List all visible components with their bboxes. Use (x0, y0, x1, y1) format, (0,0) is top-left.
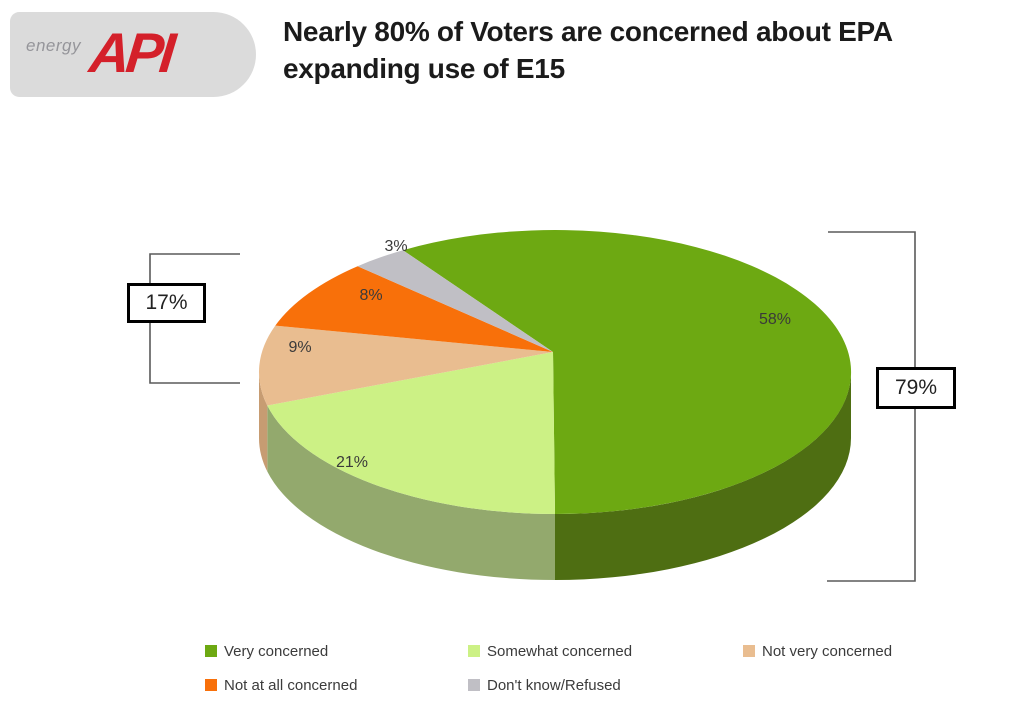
pie-side-2 (258, 372, 268, 472)
slice-label-1: 21% (335, 454, 369, 471)
pie-slice-4 (357, 250, 553, 352)
pie-slice-2 (258, 325, 553, 406)
logo-energy-text: energy (26, 36, 81, 55)
legend-item-1: Somewhat concerned (468, 641, 632, 661)
legend-label-3: Not at all concerned (224, 676, 358, 694)
callout-not-concerned-total: 17% (127, 283, 206, 323)
slice-label-2: 9% (288, 339, 312, 356)
pie-side-0 (555, 372, 851, 580)
api-energy-logo: energy API (10, 12, 256, 97)
legend-label-0: Very concerned (224, 642, 329, 660)
pie-slice-1 (267, 352, 555, 515)
slide-title-line2: expanding use of E15 (283, 53, 565, 84)
legend-item-0: Very concerned (205, 641, 328, 661)
legend-swatch-0 (205, 645, 217, 657)
legend-label-1: Somewhat concerned (487, 642, 633, 660)
legend-swatch-4 (468, 679, 480, 691)
legend-swatch-1 (468, 645, 480, 657)
legend-swatch-2 (743, 645, 755, 657)
pie-slice-3 (275, 266, 553, 352)
legend-item-4: Don't know/Refused (468, 675, 621, 695)
callout-concerned-total: 79% (876, 367, 956, 409)
slice-label-0: 58% (758, 311, 792, 328)
pie-side-1 (267, 405, 555, 580)
slice-label-3: 8% (359, 287, 383, 304)
slide-title-line1: Nearly 80% of Voters are concerned about… (283, 16, 893, 47)
legend-label-4: Don't know/Refused (487, 676, 621, 694)
legend-swatch-3 (205, 679, 217, 691)
legend-item-3: Not at all concerned (205, 675, 357, 695)
slice-label-4: 3% (384, 238, 408, 255)
legend-label-2: Not very concerned (762, 642, 893, 660)
slide-title: Nearly 80% of Voters are concerned about… (283, 13, 1013, 87)
legend-item-2: Not very concerned (743, 641, 892, 661)
pie-slice-0 (402, 229, 852, 514)
